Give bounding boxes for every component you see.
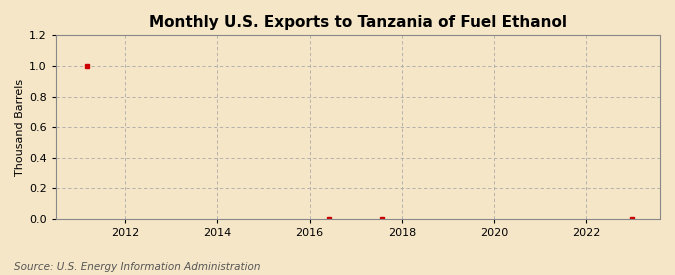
Title: Monthly U.S. Exports to Tanzania of Fuel Ethanol: Monthly U.S. Exports to Tanzania of Fuel… — [149, 15, 567, 30]
Text: Source: U.S. Energy Information Administration: Source: U.S. Energy Information Administ… — [14, 262, 260, 272]
Y-axis label: Thousand Barrels: Thousand Barrels — [15, 79, 25, 176]
